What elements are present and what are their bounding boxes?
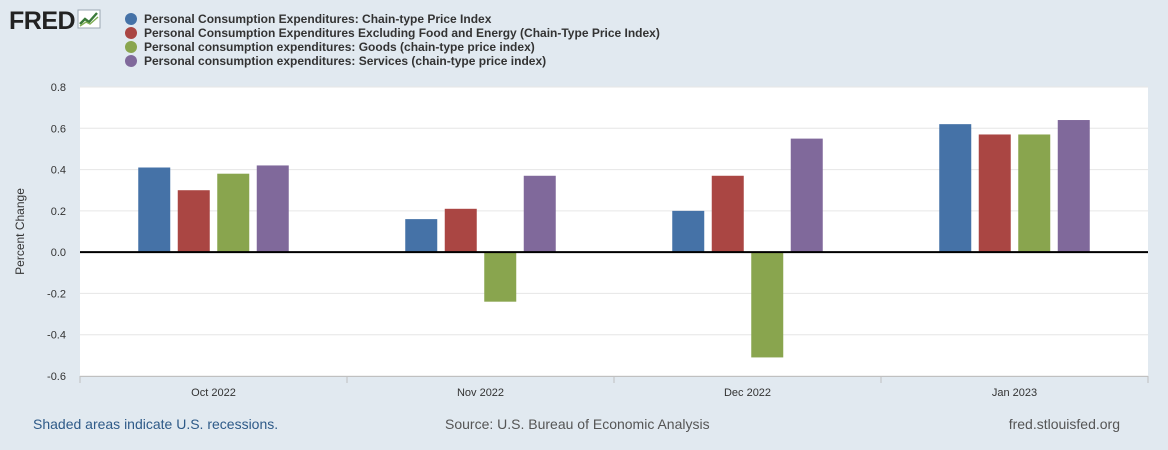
x-tick-label: Oct 2022 (191, 387, 236, 399)
y-tick-label: -0.4 (47, 330, 66, 342)
bar (405, 219, 438, 253)
bar (444, 208, 477, 253)
y-tick-label: -0.2 (47, 288, 66, 300)
bar (978, 134, 1011, 253)
source-note: Source: U.S. Bureau of Economic Analysis (445, 416, 710, 432)
y-tick-label: 0.2 (51, 206, 66, 218)
y-axis-label: Percent Change (13, 188, 27, 275)
y-tick-label: 0.0 (51, 247, 66, 259)
bar (217, 173, 250, 253)
y-tick-label: 0.4 (51, 165, 66, 177)
fred-logo[interactable]: FRED (9, 6, 101, 36)
legend-label-goods: Personal consumption expenditures: Goods… (144, 40, 535, 54)
y-tick-label: 0.8 (51, 82, 66, 94)
legend-item-core-pce[interactable]: Personal Consumption Expenditures Exclud… (125, 26, 660, 40)
legend-item-services[interactable]: Personal consumption expenditures: Servi… (125, 54, 660, 68)
x-tick-label: Jan 2023 (992, 387, 1037, 399)
recession-note[interactable]: Shaded areas indicate U.S. recessions. (33, 416, 279, 432)
bar (672, 210, 705, 253)
bar (138, 167, 171, 253)
fred-logo-text: FRED (9, 7, 76, 35)
legend-item-pce[interactable]: Personal Consumption Expenditures: Chain… (125, 12, 660, 26)
legend-label-services: Personal consumption expenditures: Servi… (144, 54, 547, 68)
chart-line-icon (77, 6, 101, 36)
legend-marker-pce (125, 13, 137, 25)
chart-legend: Personal Consumption Expenditures: Chain… (125, 12, 660, 68)
bar (523, 175, 556, 253)
bar (484, 252, 517, 302)
legend-label-pce: Personal Consumption Expenditures: Chain… (144, 12, 492, 26)
bar (177, 190, 210, 253)
bar-chart: 0.8 0.6 0.4 0.2 0.0 -0.2 -0.4 -0.6 Oct 2022 Nov 2… (13, 82, 1149, 399)
bar (711, 175, 744, 253)
x-tick-label: Nov 2022 (457, 387, 504, 399)
y-tick-label: 0.6 (51, 123, 66, 135)
legend-marker-services (125, 55, 137, 67)
legend-marker-goods (125, 41, 137, 53)
bar (1057, 120, 1090, 253)
legend-marker-core-pce (125, 27, 137, 39)
site-url[interactable]: fred.stlouisfed.org (1008, 416, 1120, 432)
bar (256, 165, 289, 253)
legend-item-goods[interactable]: Personal consumption expenditures: Goods… (125, 40, 660, 54)
bar (790, 138, 823, 253)
bar (751, 252, 784, 358)
bar (939, 124, 972, 253)
bar (1018, 134, 1051, 253)
y-tick-label: -0.6 (47, 371, 66, 383)
legend-label-core-pce: Personal Consumption Expenditures Exclud… (144, 26, 660, 40)
x-tick-label: Dec 2022 (724, 387, 771, 399)
